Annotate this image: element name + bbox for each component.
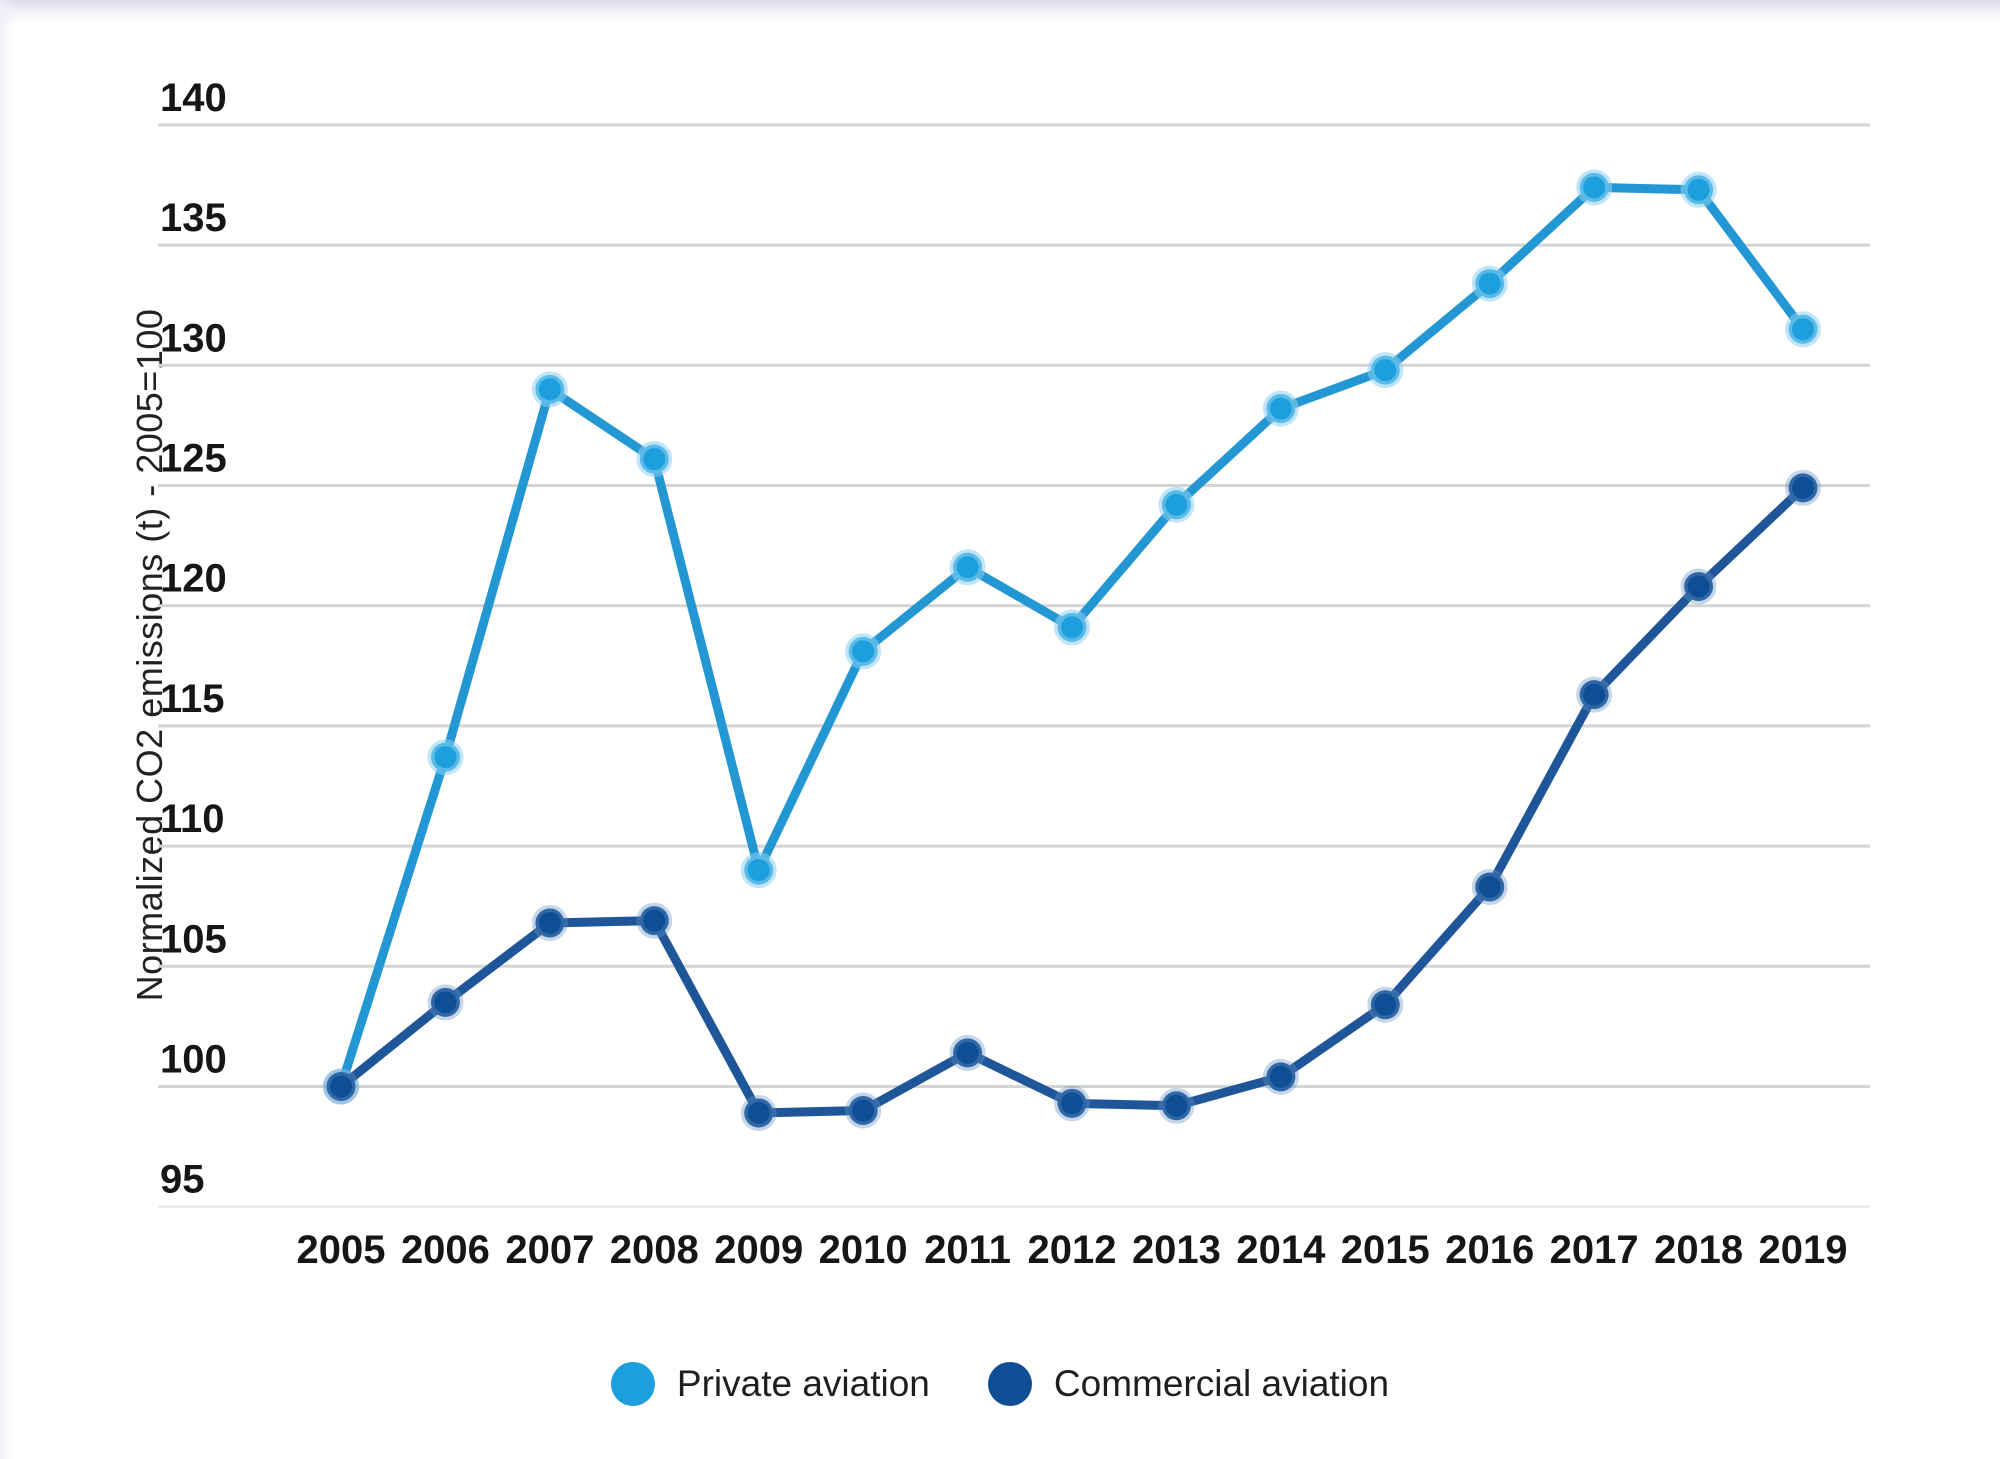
private-aviation-point-2012 (1054, 609, 1091, 646)
private-aviation-point-2011 (949, 549, 986, 586)
x-tick-label-2015: 2015 (1341, 1228, 1430, 1272)
commercial-aviation-point-2005 (323, 1068, 359, 1105)
commercial-aviation-point-2009 (740, 1094, 777, 1131)
x-tick-label-2011: 2011 (924, 1228, 1011, 1272)
x-tick-label-2005: 2005 (297, 1228, 386, 1272)
private-aviation-legend-dot-icon (610, 1362, 655, 1406)
y-tick-label-105: 105 (160, 917, 227, 961)
commercial-aviation-point-2016 (1471, 868, 1508, 905)
y-tick-label-130: 130 (160, 316, 227, 360)
private-aviation-point-2008 (636, 441, 673, 478)
private-aviation-point-2015 (1367, 352, 1404, 389)
line-chart-plot: 95 100 105 110 115 120 125 130 135 140 2005 2006 200… (158, 76, 1870, 1272)
commercial-aviation-line (336, 483, 1808, 1118)
private-aviation-point-2017 (1576, 169, 1613, 206)
y-tick-label-135: 135 (160, 196, 227, 240)
legend-label-commercial-aviation: Commercial aviation (1053, 1363, 1390, 1404)
legend-item-private-aviation: Private aviation (610, 1362, 930, 1406)
commercial-aviation-point-2014 (1262, 1058, 1299, 1095)
private-aviation-point-2016 (1471, 265, 1508, 302)
commercial-aviation-point-2015 (1367, 986, 1404, 1023)
private-aviation-point-2006 (427, 739, 464, 776)
commercial-aviation-point-2007 (531, 905, 568, 942)
x-tick-label-2019: 2019 (1759, 1228, 1848, 1272)
y-tick-label-95: 95 (160, 1158, 205, 1202)
y-tick-label-110: 110 (160, 797, 225, 841)
commercial-aviation-point-2018 (1680, 568, 1717, 605)
x-tick-label-2016: 2016 (1445, 1228, 1534, 1272)
x-tick-label-2009: 2009 (714, 1228, 803, 1272)
y-tick-label-125: 125 (160, 437, 227, 481)
y-tick-label-115: 115 (160, 677, 225, 721)
commercial-aviation-point-2010 (845, 1092, 882, 1129)
private-aviation-point-2014 (1262, 390, 1299, 427)
commercial-aviation-point-2019 (1785, 469, 1822, 506)
commercial-aviation-point-2008 (636, 902, 673, 939)
y-tick-label-100: 100 (160, 1038, 227, 1082)
private-aviation-point-2019 (1785, 311, 1822, 348)
y-tick-label-140: 140 (160, 76, 227, 120)
x-tick-label-2012: 2012 (1028, 1228, 1117, 1272)
x-tick-label-2010: 2010 (819, 1228, 908, 1272)
y-tick-label-120: 120 (160, 557, 227, 601)
x-tick-label-2014: 2014 (1236, 1228, 1326, 1272)
private-aviation-point-2010 (845, 633, 882, 670)
x-tick-label-2008: 2008 (610, 1228, 699, 1272)
x-tick-label-2018: 2018 (1654, 1228, 1743, 1272)
commercial-aviation-point-2013 (1158, 1087, 1195, 1124)
commercial-aviation-legend-dot-icon (987, 1362, 1032, 1406)
private-aviation-point-2007 (531, 371, 568, 408)
commercial-aviation-point-2017 (1576, 676, 1613, 713)
legend-item-commercial-aviation: Commercial aviation (987, 1362, 1390, 1406)
commercial-aviation-point-2011 (949, 1034, 986, 1071)
x-tick-label-2013: 2013 (1132, 1228, 1221, 1272)
private-aviation-point-2009 (740, 852, 777, 889)
x-tick-label-2007: 2007 (505, 1228, 594, 1272)
legend: Private aviation Commercial aviation (0, 1344, 2000, 1424)
private-aviation-point-2018 (1680, 171, 1717, 208)
private-aviation-point-2013 (1158, 486, 1195, 523)
commercial-aviation-point-2006 (427, 984, 464, 1021)
commercial-aviation-point-2012 (1054, 1085, 1091, 1122)
x-tick-label-2006: 2006 (401, 1228, 490, 1272)
x-tick-label-2017: 2017 (1550, 1228, 1639, 1272)
legend-label-private-aviation: Private aviation (676, 1363, 930, 1404)
